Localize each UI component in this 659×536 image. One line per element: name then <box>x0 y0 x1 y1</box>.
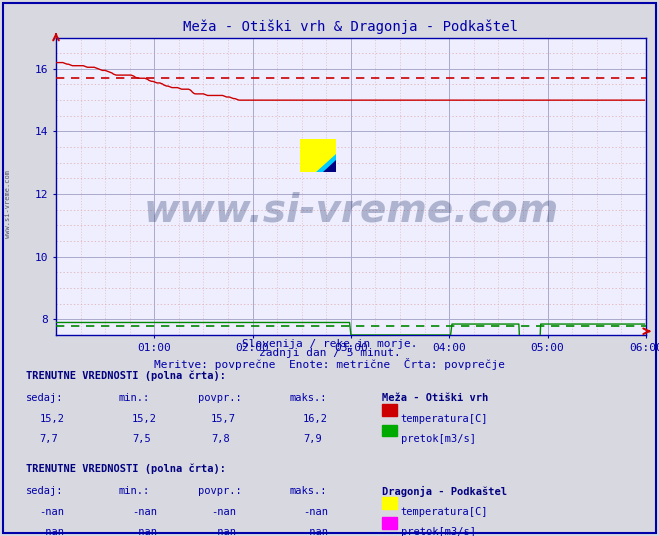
Text: 7,5: 7,5 <box>132 434 150 444</box>
Text: 15,2: 15,2 <box>132 414 157 424</box>
Text: 16,2: 16,2 <box>303 414 328 424</box>
Text: pretok[m3/s]: pretok[m3/s] <box>401 434 476 444</box>
Text: www.si-vreme.com: www.si-vreme.com <box>143 191 559 229</box>
Text: pretok[m3/s]: pretok[m3/s] <box>401 527 476 536</box>
Text: 7,7: 7,7 <box>40 434 58 444</box>
Text: temperatura[C]: temperatura[C] <box>401 507 488 517</box>
Text: TRENUTNE VREDNOSTI (polna črta):: TRENUTNE VREDNOSTI (polna črta): <box>26 371 226 382</box>
Text: povpr.:: povpr.: <box>198 486 241 496</box>
Text: sedaj:: sedaj: <box>26 393 64 404</box>
Text: 15,2: 15,2 <box>40 414 65 424</box>
Title: Meža - Otiški vrh & Dragonja - Podkaštel: Meža - Otiški vrh & Dragonja - Podkaštel <box>183 19 519 34</box>
Text: -nan: -nan <box>303 527 328 536</box>
Text: www.si-vreme.com: www.si-vreme.com <box>5 170 11 237</box>
Text: 15,7: 15,7 <box>211 414 236 424</box>
Text: Meža - Otiški vrh: Meža - Otiški vrh <box>382 393 488 404</box>
Text: maks.:: maks.: <box>290 486 328 496</box>
Text: Meritve: povprečne  Enote: metrične  Črta: povprečje: Meritve: povprečne Enote: metrične Črta:… <box>154 358 505 370</box>
Text: 7,9: 7,9 <box>303 434 322 444</box>
Text: povpr.:: povpr.: <box>198 393 241 404</box>
Text: -nan: -nan <box>40 527 65 536</box>
Text: min.:: min.: <box>119 486 150 496</box>
Polygon shape <box>324 160 336 172</box>
Text: -nan: -nan <box>132 527 157 536</box>
Text: -nan: -nan <box>132 507 157 517</box>
Text: Slovenija / reke in morje.: Slovenija / reke in morje. <box>242 339 417 349</box>
Text: zadnji dan / 5 minut.: zadnji dan / 5 minut. <box>258 348 401 359</box>
Text: -nan: -nan <box>211 507 236 517</box>
Text: Dragonja - Podkaštel: Dragonja - Podkaštel <box>382 486 507 497</box>
Text: sedaj:: sedaj: <box>26 486 64 496</box>
Text: -nan: -nan <box>303 507 328 517</box>
Polygon shape <box>316 154 336 172</box>
Text: -nan: -nan <box>40 507 65 517</box>
Text: min.:: min.: <box>119 393 150 404</box>
Text: maks.:: maks.: <box>290 393 328 404</box>
Text: TRENUTNE VREDNOSTI (polna črta):: TRENUTNE VREDNOSTI (polna črta): <box>26 464 226 474</box>
Text: -nan: -nan <box>211 527 236 536</box>
Text: temperatura[C]: temperatura[C] <box>401 414 488 424</box>
Text: 7,8: 7,8 <box>211 434 229 444</box>
